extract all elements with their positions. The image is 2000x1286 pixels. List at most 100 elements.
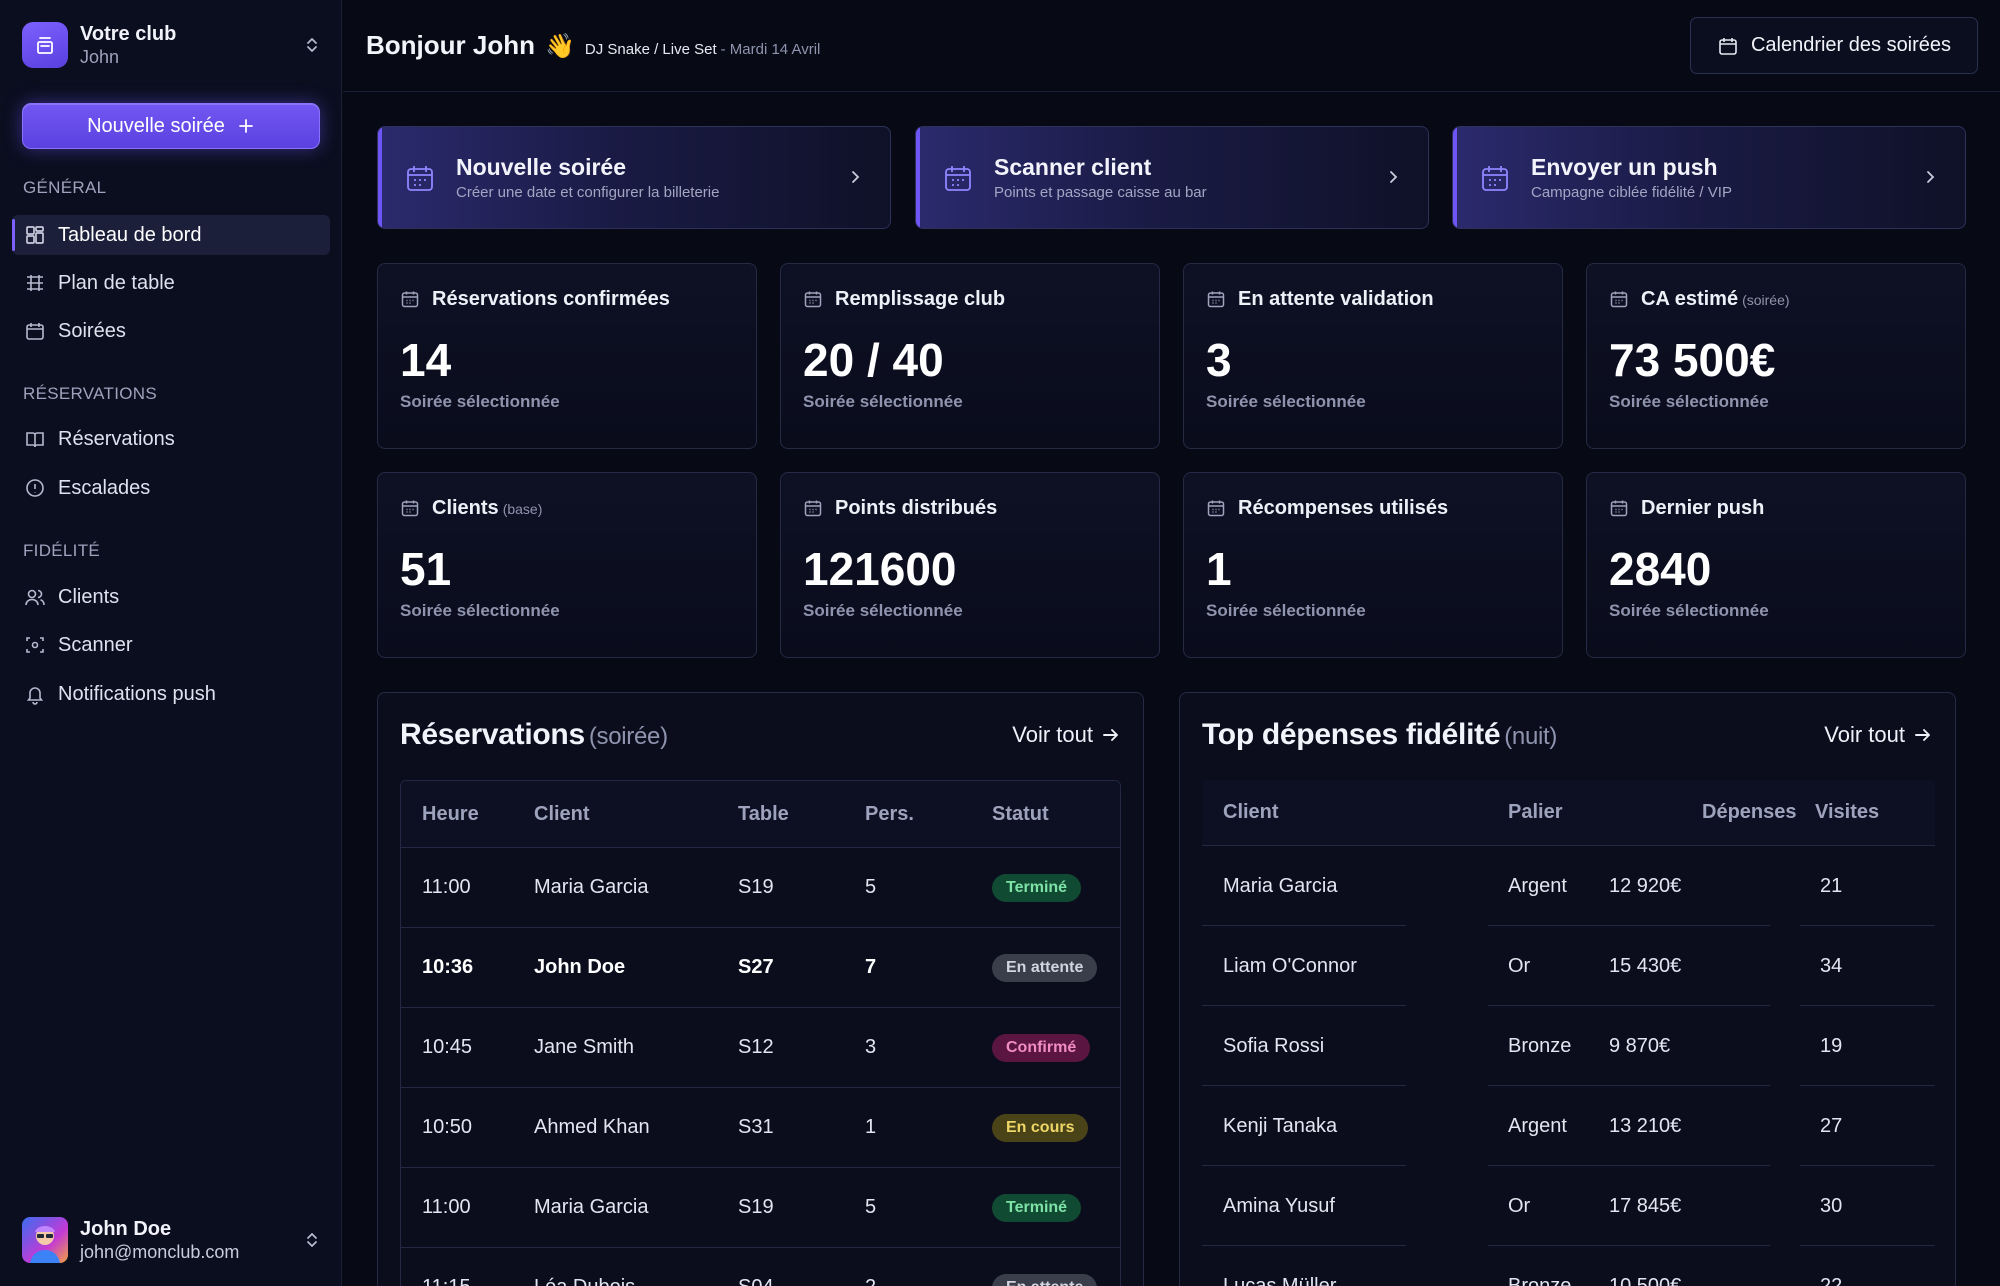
calendar-icon	[804, 500, 822, 517]
action-title: Envoyer un push	[1531, 153, 1718, 180]
user-email: john@monclub.com	[80, 1242, 240, 1262]
stat-label: CA estimé (soirée)	[1641, 288, 1790, 311]
table-row[interactable]: Sofia Rossi Bronze 9 870€ 19	[1202, 1006, 1935, 1086]
sidebar-item-escalations[interactable]: Escalades	[12, 468, 330, 508]
table-row[interactable]: 11:00 Maria Garcia S19 5 Terminé	[401, 1167, 1120, 1247]
row-divider	[1800, 1005, 1935, 1006]
club-logo-icon	[22, 22, 68, 68]
row-divider	[1800, 1085, 1935, 1086]
event-date: - Mardi 14 Avril	[720, 41, 821, 58]
sidebar-item-clients[interactable]: Clients	[12, 577, 330, 617]
cell-spend: 17 845€	[1609, 1194, 1682, 1217]
stat-header: Récompenses utilisés	[1206, 495, 1540, 521]
panel-title-note: (nuit)	[1504, 723, 1558, 750]
calendar-icon	[1207, 500, 1225, 517]
cell-client: Ahmed Khan	[534, 1116, 650, 1138]
row-divider	[1202, 1245, 1406, 1246]
action-scan-client[interactable]: Scanner client Points et passage caisse …	[915, 126, 1429, 229]
cell-table: S27	[738, 956, 774, 978]
column-header[interactable]: Dépenses	[1702, 801, 1797, 823]
action-new-event[interactable]: Nouvelle soirée Créer une date et config…	[377, 126, 891, 229]
stat-header: Réservations confirmées	[400, 286, 734, 312]
cell-client: Lucas Müller	[1223, 1274, 1337, 1286]
action-title: Scanner client	[994, 153, 1152, 180]
user-menu[interactable]: John Doe john@monclub.com	[22, 1215, 322, 1265]
cell-status: En cours	[992, 1088, 1089, 1167]
chevron-updown-icon	[307, 38, 317, 52]
sidebar-item-events[interactable]: Soirées	[12, 311, 330, 351]
stat-value: 20 / 40	[803, 334, 944, 386]
table-row[interactable]: Kenji Tanaka Argent 13 210€ 27	[1202, 1086, 1935, 1166]
reservations-table: Heure Client Table Pers. Statut 11:00 Maria Ga…	[400, 780, 1121, 1286]
stat-label: Clients (base)	[432, 497, 542, 520]
stat-label-text: En attente validation	[1238, 287, 1434, 310]
cell-spend: 9 870€	[1609, 1034, 1671, 1057]
events-calendar-button[interactable]: Calendrier des soirées	[1690, 17, 1978, 74]
topbar: Bonjour John 👋 DJ Snake / Live Set - Mar…	[343, 0, 2000, 92]
sidebar-item-dashboard[interactable]: Tableau de bord	[12, 215, 330, 255]
panel-title: Top dépenses fidélité (nuit)	[1202, 718, 1557, 752]
chevron-updown-icon	[307, 1233, 317, 1247]
event-name: DJ Snake / Live Set	[584, 41, 717, 58]
stat-header: Points distribués	[803, 495, 1137, 521]
calendar-icon	[1207, 291, 1225, 308]
cell-visits: 19	[1820, 1034, 1843, 1057]
stat-caption: Soirée sélectionnée	[1206, 392, 1366, 411]
table-row[interactable]: Maria Garcia Argent 12 920€ 21	[1202, 846, 1935, 926]
column-header[interactable]: Table	[738, 802, 789, 825]
column-header[interactable]: Statut	[992, 802, 1049, 825]
action-subtitle: Créer une date et configurer la billeter…	[456, 183, 720, 201]
table-row[interactable]: 10:45 Jane Smith S12 3 Confirmé	[401, 1007, 1120, 1087]
column-header[interactable]: Palier	[1508, 801, 1563, 823]
club-switcher[interactable]: Votre club John	[22, 22, 322, 68]
sidebar-item-label: Réservations	[58, 427, 175, 450]
cell-table: S12	[738, 1036, 774, 1058]
calendar-icon	[26, 323, 44, 340]
stat-value: 1	[1206, 543, 1232, 595]
alert-icon	[26, 479, 44, 497]
column-header[interactable]: Client	[1223, 801, 1279, 823]
row-divider	[1488, 1165, 1770, 1166]
table-header-row: Client Palier Dépenses Visites	[1202, 780, 1935, 846]
status-badge: En attente	[992, 953, 1098, 982]
stat-caption: Soirée sélectionnée	[803, 392, 963, 411]
cell-client: Amina Yusuf	[1223, 1194, 1335, 1217]
stat-label: Dernier push	[1641, 497, 1768, 520]
table-row[interactable]: 10:50 Ahmed Khan S31 1 En cours	[401, 1087, 1120, 1167]
stat-label: Récompenses utilisés	[1238, 497, 1452, 520]
cell-pers: 2	[865, 1248, 876, 1286]
sidebar: Votre club John Nouvelle soirée GÉNÉRAL …	[0, 0, 342, 1286]
table-row[interactable]: 10:36 John Doe S27 7 En attente	[401, 927, 1120, 1007]
column-header[interactable]: Client	[534, 802, 590, 825]
calendar-icon	[1719, 37, 1737, 55]
sidebar-item-table-plan[interactable]: Plan de table	[12, 263, 330, 303]
table-row[interactable]: Liam O'Connor Or 15 430€ 34	[1202, 926, 1935, 1006]
cell-time: 10:36	[422, 956, 474, 978]
cell-pers: 5	[865, 876, 877, 898]
column-header[interactable]: Pers.	[865, 802, 914, 825]
see-all-reservations-link[interactable]: Voir tout	[1012, 722, 1121, 748]
stat-header: Clients (base)	[400, 495, 734, 521]
cell-visits: 22	[1820, 1274, 1843, 1286]
see-all-loyalty-link[interactable]: Voir tout	[1824, 722, 1933, 748]
column-header[interactable]: Heure	[422, 802, 479, 825]
sidebar-item-push[interactable]: Notifications push	[12, 674, 330, 714]
cell-status: En attente	[992, 1248, 1098, 1286]
sidebar-item-reservations[interactable]: Réservations	[12, 419, 330, 459]
table-row[interactable]: 11:00 Maria Garcia S19 5 Terminé	[401, 847, 1120, 927]
stat-label: Réservations confirmées	[432, 288, 674, 311]
sidebar-item-scanner[interactable]: Scanner	[12, 625, 330, 665]
table-row[interactable]: Amina Yusuf Or 17 845€ 30	[1202, 1166, 1935, 1246]
page-title: Bonjour John	[366, 30, 535, 60]
section-title-loyalty: FIDÉLITÉ	[23, 541, 101, 560]
table-row[interactable]: 11:15 Léa Dubois S04 2 En attente	[401, 1247, 1120, 1286]
row-divider	[1202, 1005, 1406, 1006]
cell-status: Terminé	[992, 848, 1082, 927]
column-header[interactable]: Visites	[1815, 801, 1880, 823]
cell-pers: 7	[865, 956, 877, 978]
table-row[interactable]: Lucas Müller Bronze 10 500€ 22	[1202, 1246, 1935, 1286]
section-title-general: GÉNÉRAL	[23, 178, 107, 197]
action-send-push[interactable]: Envoyer un push Campagne ciblée fidélité…	[1452, 126, 1966, 229]
new-event-button[interactable]: Nouvelle soirée	[22, 103, 320, 149]
avatar	[22, 1217, 68, 1263]
